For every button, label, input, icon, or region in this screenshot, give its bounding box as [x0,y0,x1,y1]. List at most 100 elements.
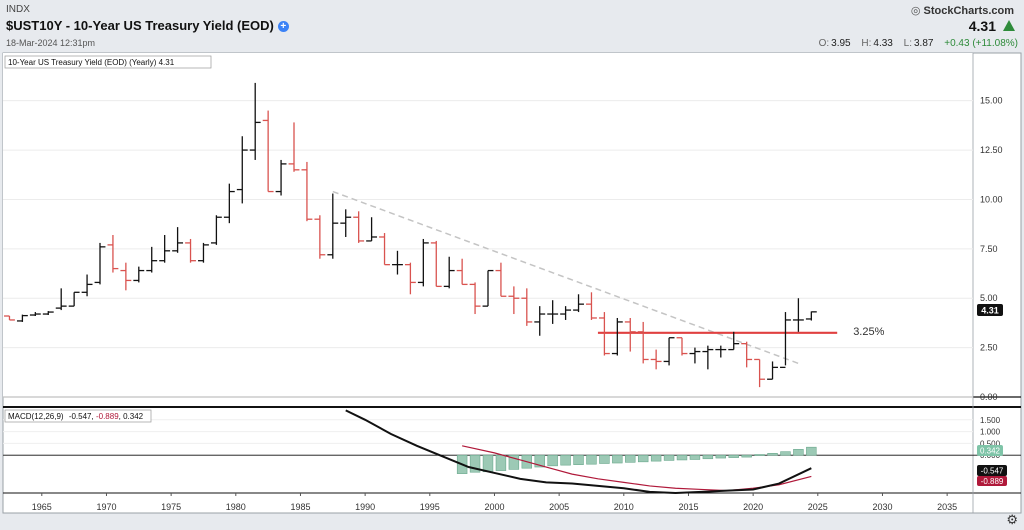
ohlc-bar [547,300,559,324]
macd-value-tags: 0.342 -0.547 -0.889 [977,445,1007,486]
price-y-tick-label: 15.00 [980,96,1003,106]
x-tick-label: 1980 [226,502,246,512]
last-value-tag-bg [977,304,1003,316]
hist-value-tag-text: 0.342 [980,447,1001,456]
x-tick-label: 1975 [161,502,181,512]
x-tick-label: 1990 [355,502,375,512]
chart-date: 18-Mar-2024 12:31pm [6,38,96,48]
ohlc-bar [236,136,248,204]
legend-box-frame [4,55,212,69]
macd-histogram-bar [599,454,610,464]
ohlc-bar [611,317,623,356]
ohlc-bar [663,337,675,366]
add-symbol-icon[interactable]: + [277,21,289,32]
ohlc-bar [133,266,145,283]
ohlc-bar [754,358,766,388]
price-y-tick-label: 5.00 [980,293,998,303]
settings-gear-icon[interactable]: ⚙ [1006,512,1018,527]
ohlc-bar [301,161,313,222]
logo-text: StockCharts.com [923,5,1014,17]
ohlc-bar [340,209,352,237]
x-tick-labels: 1965 1970 1975 1980 1985 1990 1995 2000 2005 2010… [32,493,957,512]
ohlc-bar [81,274,93,297]
ohlc-bar [29,312,41,317]
exchange-label: INDX [6,4,30,15]
ohlc-bar [146,246,158,273]
ohlc-summary: O: 3.95 H: 4.33 L: 3.87 +0.43 (+11.08%) [811,38,1018,49]
logo: ◎ StockCharts.com [911,4,1014,17]
price-y-tick-label: 7.50 [980,244,998,254]
signal-value-tag-bg [977,476,1007,486]
ohlc-bar [495,262,507,297]
macd-histogram-bar [560,454,571,466]
ohlc-bar [624,317,636,352]
ohlc-bar [715,345,727,358]
macd-histogram-bar [715,454,727,459]
macd-legend-name: MACD(12,26,9) [8,412,64,421]
ohlc-bar [469,282,481,315]
ohlc-bar [262,110,274,193]
macd-legend-sep-2: , [119,412,123,421]
ohlc-bar [780,312,791,369]
price-y-tick-label: 12.50 [980,145,1003,155]
ohlc-bar [120,262,132,291]
ohlc-bar [792,298,804,332]
ohlc-bar [210,215,222,245]
x-tick-label: 1970 [96,502,116,512]
macd-histogram-bar [689,454,701,460]
macd-histogram-bar [728,454,739,458]
ohlc-bar [353,211,365,243]
macd-histogram-bar [625,454,636,463]
macd-histogram-bar [793,449,804,456]
macd-legend-hist: 0.342 [123,412,144,421]
macd-y-tick-label: 1.000 [980,428,1001,437]
ohlc-bar [223,183,235,224]
ohlc-bar [637,321,649,364]
macd-value-tag-text: -0.547 [981,467,1004,476]
ohlc-bar [159,235,171,263]
up-arrow-icon [1003,20,1015,31]
logo-icon: ◎ [910,5,921,17]
low-value: 3.87 [913,38,934,49]
high-value: 4.33 [873,38,893,49]
hist-value-tag-bg [977,445,1003,456]
ohlc-bar [430,240,442,288]
ohlc-bar [404,262,416,295]
macd-histogram-bar [780,451,791,456]
ohlc-bar [379,233,390,266]
x-tick-label: 2020 [743,502,763,512]
macd-legend-sep-1: , [92,412,96,421]
open-value: 3.95 [831,38,851,49]
ohlc-bar [68,291,80,307]
x-tick-label: 1995 [420,502,440,512]
ohlc-bar [249,82,261,160]
macd-histogram-bar [806,446,817,456]
macd-histogram-bar [650,454,662,462]
macd-histogram-bar [495,454,507,471]
last-value-tag-text: 4.31 [981,306,999,316]
macd-histogram-bar [754,454,765,456]
macd-line [345,409,812,495]
price-y-tick-labels: 15.00 12.50 10.00 7.50 5.00 2.50 0.00 [980,96,1003,402]
x-tick-label: 2005 [549,502,569,512]
macd-histogram-bar [482,454,494,473]
ohlc-bar [172,227,184,253]
ohlc-bar [534,306,546,336]
ohlc-bar [417,238,429,287]
ohlc-bar [741,341,753,368]
chart-title: $UST10Y - 10-Year US Treasury Yield (EOD… [6,18,289,33]
macd-legend-text: MACD(12,26,9) -0.547, -0.889, 0.342 [8,412,144,421]
ohlc-bar [702,345,714,370]
trend-line [332,190,799,365]
price-y-tick-label: 0.00 [980,392,998,402]
macd-histogram-bar [637,454,649,463]
macd-histogram-bar [612,454,623,464]
macd-value-tag-bg [977,465,1007,476]
x-tick-label: 2010 [614,502,634,512]
ohlc-bar [767,361,778,380]
ohlc-bar [560,306,572,320]
x-tick-label: 1985 [290,502,310,512]
macd-histogram [456,446,817,474]
last-price: 4.31 [968,18,996,34]
ohlc-bar [42,311,54,316]
